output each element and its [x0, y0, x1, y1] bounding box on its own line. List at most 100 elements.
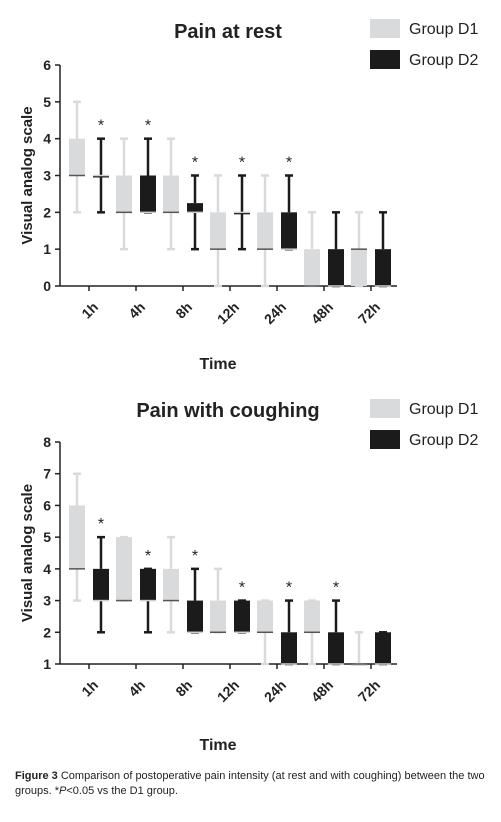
- box-rect: [210, 600, 226, 633]
- y-tick-label: 0: [43, 278, 51, 294]
- box-d2-1h: [93, 137, 109, 214]
- box-rect: [257, 212, 273, 250]
- box-d2-72h: [375, 631, 391, 666]
- box-rect: [328, 249, 344, 286]
- x-tick-label: 4h: [125, 299, 148, 322]
- x-tick-label: 48h: [308, 299, 336, 327]
- x-tick-label: 8h: [172, 677, 195, 700]
- box-rect: [257, 600, 273, 633]
- legend-label-d2: Group D2: [409, 432, 478, 449]
- significance-asterisk: *: [192, 155, 198, 172]
- box-d2-24h: [281, 174, 297, 251]
- box-rect: [93, 568, 109, 601]
- caption-p-symbol: P: [59, 785, 67, 797]
- significance-asterisk: *: [98, 118, 104, 135]
- caption-text-before: Comparison of postoperative pain intensi…: [15, 770, 485, 797]
- x-tick-label: 72h: [355, 299, 383, 327]
- x-tick-label: 4h: [125, 677, 148, 700]
- legend-swatch-d1: [370, 399, 400, 418]
- y-tick-label: 3: [43, 593, 51, 609]
- y-tick-label: 5: [43, 529, 51, 545]
- y-tick-label: 7: [43, 466, 51, 482]
- box-d2-4h: [140, 137, 156, 214]
- y-tick-label: 2: [43, 204, 51, 220]
- box-d1-4h: [116, 535, 132, 602]
- x-tick-label: 12h: [214, 677, 242, 705]
- box-rect: [116, 537, 132, 601]
- y-tick-label: 6: [43, 57, 51, 73]
- legend-swatch-d1: [370, 19, 400, 38]
- legend-label-d2: Group D2: [409, 52, 478, 69]
- box-rect: [281, 632, 297, 664]
- box-d1-1h: [69, 472, 85, 602]
- chart-2: Pain with coughing Visual analog scale 1 2 3…: [19, 399, 478, 754]
- y-axis-label: Visual analog scale: [19, 106, 36, 244]
- x-tick-label: 24h: [261, 299, 289, 327]
- x-tick-label: 48h: [308, 677, 336, 705]
- chart-1: Pain at rest Visual analog scale 0 1 2 3 4 5 6 1h…: [19, 19, 478, 373]
- chart-title: Pain at rest: [174, 21, 282, 43]
- box-rect: [375, 249, 391, 286]
- y-tick-label: 4: [43, 131, 51, 147]
- box-d1-48h: [304, 211, 320, 288]
- x-tick-label: 24h: [261, 677, 289, 705]
- x-axis-label: Time: [199, 737, 236, 754]
- y-tick-label: 4: [43, 561, 51, 577]
- x-tick-label: 8h: [172, 299, 195, 322]
- box-d1-72h: [351, 211, 367, 288]
- box-d2-48h: [328, 599, 344, 666]
- significance-asterisk: *: [145, 118, 151, 135]
- significance-asterisk: *: [192, 548, 198, 565]
- legend-swatch-d2: [370, 430, 400, 449]
- box-rect: [140, 175, 156, 213]
- significance-asterisk: *: [239, 580, 245, 597]
- x-tick-label: 1h: [78, 299, 101, 322]
- x-tick-label: 1h: [78, 677, 101, 700]
- box-rect: [69, 505, 85, 569]
- x-axis-label: Time: [199, 356, 236, 373]
- box-rect: [163, 568, 179, 601]
- box-rect: [187, 203, 203, 213]
- box-rect: [93, 175, 109, 178]
- y-tick-label: 6: [43, 497, 51, 513]
- legend-label-d1: Group D1: [409, 21, 478, 38]
- box-d1-72h: [351, 631, 367, 666]
- box-d1-12h: [210, 174, 226, 288]
- box-d1-24h: [257, 599, 273, 666]
- box-d2-12h: [234, 599, 250, 634]
- box-d2-4h: [140, 567, 156, 634]
- significance-asterisk: *: [98, 516, 104, 533]
- box-rect: [234, 600, 250, 633]
- box-d2-8h: [187, 567, 203, 634]
- box-d1-48h: [304, 599, 320, 666]
- figure-charts: Pain at rest Visual analog scale 0 1 2 3 4 5 6 1h…: [19, 19, 478, 754]
- figure-label: Figure 3: [15, 770, 58, 782]
- y-tick-label: 5: [43, 94, 51, 110]
- box-rect: [140, 568, 156, 601]
- box-rect: [328, 632, 344, 664]
- significance-asterisk: *: [286, 155, 292, 172]
- box-d1-24h: [257, 174, 273, 288]
- box-d2-24h: [281, 599, 297, 666]
- significance-asterisk: *: [239, 155, 245, 172]
- box-rect: [234, 212, 250, 215]
- box-d2-12h: [234, 174, 250, 251]
- y-tick-label: 1: [43, 656, 51, 672]
- box-rect: [69, 138, 85, 176]
- box-rect: [187, 600, 203, 633]
- y-tick-label: 8: [43, 434, 51, 450]
- legend-swatch-d2: [370, 50, 400, 69]
- box-rect: [375, 632, 391, 664]
- y-tick-label: 1: [43, 241, 51, 257]
- box-rect: [210, 212, 226, 250]
- y-tick-label: 2: [43, 624, 51, 640]
- box-d1-4h: [116, 137, 132, 251]
- box-rect: [351, 664, 367, 666]
- box-d2-48h: [328, 211, 344, 288]
- box-d1-1h: [69, 100, 85, 214]
- figure-caption: Figure 3 Comparison of postoperative pai…: [15, 769, 495, 799]
- x-tick-label: 72h: [355, 677, 383, 705]
- box-rect: [116, 175, 132, 213]
- legend-label-d1: Group D1: [409, 401, 478, 418]
- y-tick-label: 3: [43, 168, 51, 184]
